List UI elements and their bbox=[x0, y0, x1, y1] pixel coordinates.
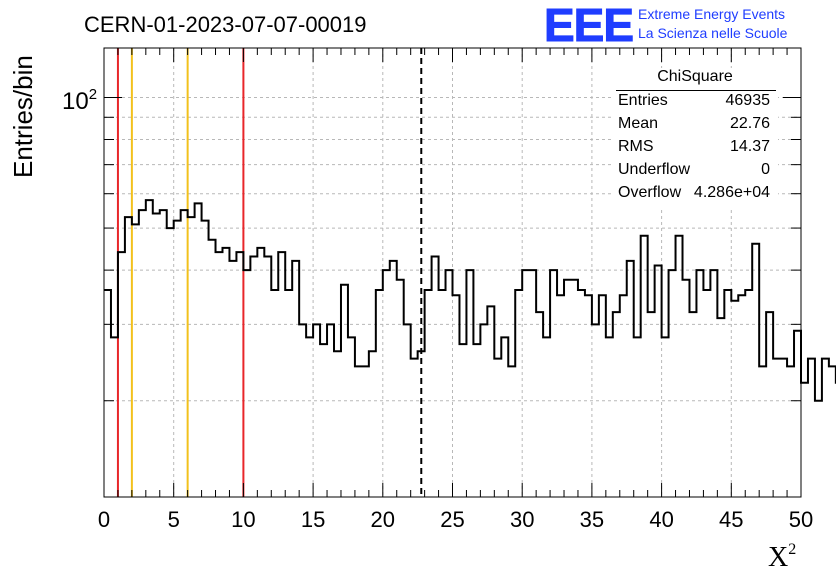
x-tick-label: 30 bbox=[510, 507, 534, 532]
chart-title: CERN-01-2023-07-07-00019 bbox=[84, 12, 367, 37]
stats-divider bbox=[616, 90, 776, 91]
x-tick-label: 40 bbox=[649, 507, 673, 532]
stats-label: Underflow bbox=[618, 161, 691, 178]
eee-logo: EEE bbox=[543, 0, 634, 51]
x-axis-label: X2 bbox=[768, 541, 796, 572]
stats-label: Overflow bbox=[618, 184, 682, 201]
organization-name: Extreme Energy Events La Scienza nelle S… bbox=[638, 5, 787, 43]
org-line-2: La Scienza nelle Scuole bbox=[638, 25, 788, 41]
stats-value: 0 bbox=[761, 161, 770, 178]
stats-value: 14.37 bbox=[729, 138, 770, 155]
x-tick-label: 10 bbox=[231, 507, 255, 532]
histogram-steps bbox=[104, 199, 836, 402]
grid-lines bbox=[104, 48, 801, 497]
y-tick-label-100: 102 bbox=[62, 86, 97, 115]
org-line-1: Extreme Energy Events bbox=[638, 6, 786, 22]
stats-value: 4.286e+04 bbox=[693, 184, 770, 201]
stats-label: Mean bbox=[618, 115, 659, 132]
stats-value: 22.76 bbox=[729, 115, 770, 132]
x-tick-label: 45 bbox=[719, 507, 743, 532]
stats-box-title: ChiSquare bbox=[657, 68, 733, 85]
stats-value: 46935 bbox=[725, 92, 771, 109]
x-tick-label: 0 bbox=[98, 507, 110, 532]
stats-label: Entries bbox=[618, 92, 668, 109]
axis-ticks bbox=[103, 48, 802, 497]
reference-lines bbox=[116, 48, 423, 497]
x-tick-label: 5 bbox=[168, 507, 180, 532]
stats-box: ChiSquare Entries 46935 Mean 22.76 RMS 1… bbox=[612, 68, 778, 208]
x-tick-label: 35 bbox=[580, 507, 604, 532]
y-axis-label: Entries/bin bbox=[8, 55, 38, 178]
x-tick-label: 20 bbox=[371, 507, 395, 532]
stats-label: RMS bbox=[618, 138, 654, 155]
x-tick-label: 15 bbox=[301, 507, 325, 532]
x-tick-labels: 0 5 10 15 20 25 30 35 40 45 50 bbox=[98, 507, 813, 532]
x-tick-label: 25 bbox=[440, 507, 464, 532]
x-tick-label: 50 bbox=[789, 507, 813, 532]
